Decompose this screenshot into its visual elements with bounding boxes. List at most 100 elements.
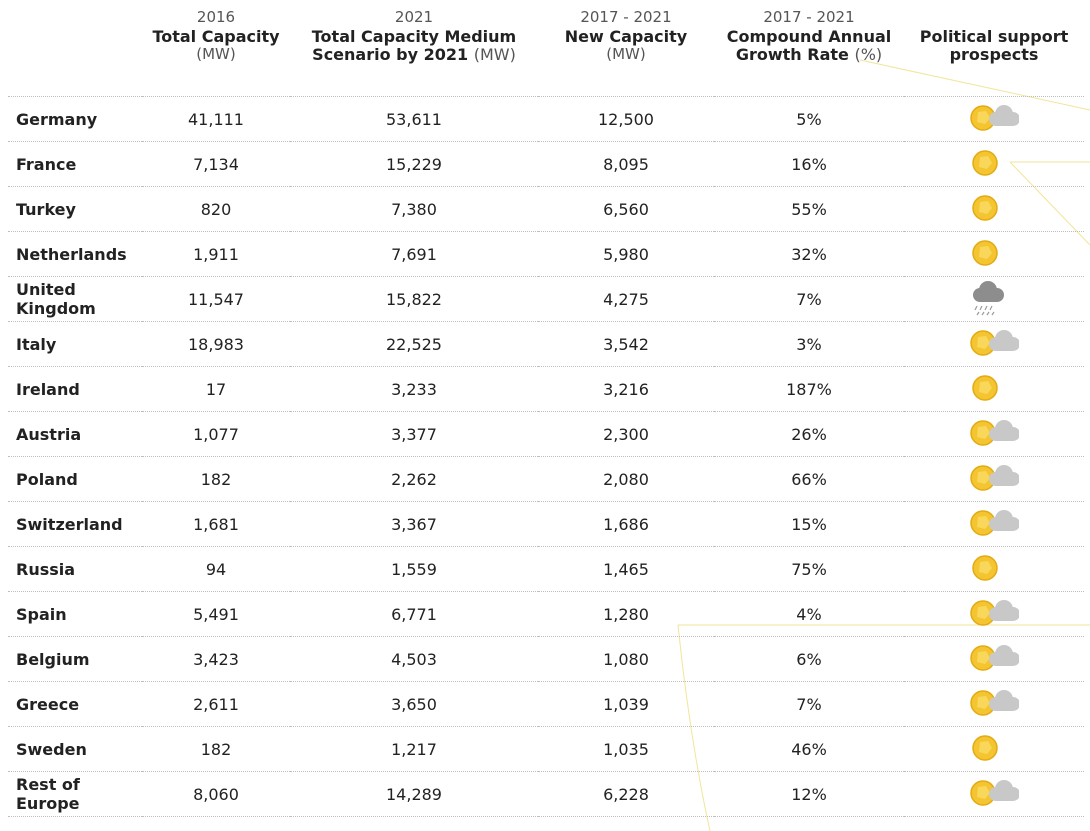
- new-capacity-cell: 1,465: [538, 546, 714, 592]
- sun-cloud-icon: [970, 465, 1019, 491]
- total-2021-cell: 3,233: [290, 366, 538, 412]
- header-row: 2016 Total Capacity (MW) 2021 Total Capa…: [8, 6, 1084, 97]
- total-2021-cell: 7,691: [290, 231, 538, 277]
- political-support-cell: [904, 141, 1084, 187]
- cagr-cell: 66%: [714, 456, 904, 502]
- political-support-cell: [904, 726, 1084, 772]
- table-row: Belgium 3,423 4,503 1,080 6%: [8, 636, 1084, 682]
- political-support-cell: [904, 96, 1084, 142]
- new-capacity-cell: 3,542: [538, 321, 714, 367]
- sun-icon: [972, 735, 998, 761]
- cagr-cell: 6%: [714, 636, 904, 682]
- political-support-cell: [904, 546, 1084, 592]
- country-cell: Belgium: [8, 636, 142, 682]
- country-cell: Netherlands: [8, 231, 142, 277]
- sun-icon: [972, 555, 998, 581]
- cagr-cell: 7%: [714, 276, 904, 322]
- header-title: Compound Annual Growth Rate: [726, 27, 892, 64]
- total-2016-cell: 5,491: [142, 591, 290, 637]
- sun-cloud-icon: [970, 420, 1019, 446]
- cagr-cell: 4%: [714, 591, 904, 637]
- total-2016-cell: 11,547: [142, 276, 290, 322]
- table-row: Rest of Europe 8,060 14,289 6,228 12%: [8, 771, 1084, 817]
- table-row: France 7,134 15,229 8,095 16%: [8, 141, 1084, 187]
- total-2021-cell: 15,229: [290, 141, 538, 187]
- new-capacity-cell: 6,228: [538, 771, 714, 817]
- total-2016-cell: 1,077: [142, 411, 290, 457]
- total-2021-cell: 6,771: [290, 591, 538, 637]
- political-support-cell: [904, 366, 1084, 412]
- new-capacity-cell: 8,095: [538, 141, 714, 187]
- country-cell: Ireland: [8, 366, 142, 412]
- capacity-table: 2016 Total Capacity (MW) 2021 Total Capa…: [8, 6, 1084, 817]
- political-support-cell: [904, 636, 1084, 682]
- table-row: Sweden 182 1,217 1,035 46%: [8, 726, 1084, 772]
- cagr-cell: 55%: [714, 186, 904, 232]
- total-2021-cell: 53,611: [290, 96, 538, 142]
- total-2016-cell: 1,681: [142, 501, 290, 547]
- table-row: Poland 182 2,262 2,080 66%: [8, 456, 1084, 502]
- country-cell: United Kingdom: [8, 276, 142, 322]
- sun-cloud-icon: [970, 600, 1019, 626]
- country-cell: Poland: [8, 456, 142, 502]
- header-unit: (MW): [473, 45, 516, 64]
- new-capacity-cell: 1,035: [538, 726, 714, 772]
- total-2016-cell: 17: [142, 366, 290, 412]
- new-capacity-cell: 5,980: [538, 231, 714, 277]
- country-cell: Austria: [8, 411, 142, 457]
- table-row: Greece 2,611 3,650 1,039 7%: [8, 681, 1084, 727]
- sun-cloud-icon: [970, 780, 1019, 806]
- total-2021-cell: 1,559: [290, 546, 538, 592]
- header-year: 2017 - 2021: [763, 8, 855, 26]
- new-capacity-cell: 1,039: [538, 681, 714, 727]
- total-2016-cell: 2,611: [142, 681, 290, 727]
- total-2016-cell: 94: [142, 546, 290, 592]
- cagr-cell: 12%: [714, 771, 904, 817]
- header-year: 2021: [394, 8, 434, 26]
- political-support-cell: [904, 231, 1084, 277]
- cagr-cell: 46%: [714, 726, 904, 772]
- table-row: Netherlands 1,911 7,691 5,980 32%: [8, 231, 1084, 277]
- new-capacity-cell: 12,500: [538, 96, 714, 142]
- header-unit: (MW): [606, 45, 646, 63]
- sun-cloud-icon: [970, 645, 1019, 671]
- political-support-cell: [904, 276, 1084, 322]
- table-row: Italy 18,983 22,525 3,542 3%: [8, 321, 1084, 367]
- new-capacity-cell: 4,275: [538, 276, 714, 322]
- total-2016-cell: 182: [142, 456, 290, 502]
- total-2021-cell: 3,377: [290, 411, 538, 457]
- table-row: United Kingdom 11,547 15,822 4,275 7%: [8, 276, 1084, 322]
- sun-cloud-icon: [970, 330, 1019, 356]
- table-row: Spain 5,491 6,771 1,280 4%: [8, 591, 1084, 637]
- total-2016-cell: 3,423: [142, 636, 290, 682]
- country-cell: Spain: [8, 591, 142, 637]
- country-cell: France: [8, 141, 142, 187]
- sun-icon: [972, 195, 998, 221]
- new-capacity-cell: 2,300: [538, 411, 714, 457]
- table-row: Russia 94 1,559 1,465 75%: [8, 546, 1084, 592]
- cagr-cell: 16%: [714, 141, 904, 187]
- header-year: 2016: [196, 8, 236, 26]
- total-2016-cell: 1,911: [142, 231, 290, 277]
- cagr-cell: 187%: [714, 366, 904, 412]
- total-2016-cell: 41,111: [142, 96, 290, 142]
- header-unit: (%): [854, 45, 883, 64]
- header-new-capacity: 2017 - 2021 New Capacity (MW): [538, 6, 714, 97]
- total-2021-cell: 1,217: [290, 726, 538, 772]
- cagr-cell: 7%: [714, 681, 904, 727]
- new-capacity-cell: 3,216: [538, 366, 714, 412]
- sun-icon: [972, 240, 998, 266]
- total-2021-cell: 3,367: [290, 501, 538, 547]
- political-support-cell: [904, 591, 1084, 637]
- header-year: [904, 8, 1084, 26]
- cagr-cell: 5%: [714, 96, 904, 142]
- sun-icon: [972, 150, 998, 176]
- header-year: 2017 - 2021: [580, 8, 672, 26]
- country-cell: Rest of Europe: [8, 771, 142, 817]
- sun-icon: [972, 375, 998, 401]
- header-title: Total Capacity: [152, 27, 280, 46]
- header-title-unit: Compound Annual Growth Rate (%): [714, 28, 904, 64]
- new-capacity-cell: 6,560: [538, 186, 714, 232]
- table-row: Austria 1,077 3,377 2,300 26%: [8, 411, 1084, 457]
- table-row: Turkey 820 7,380 6,560 55%: [8, 186, 1084, 232]
